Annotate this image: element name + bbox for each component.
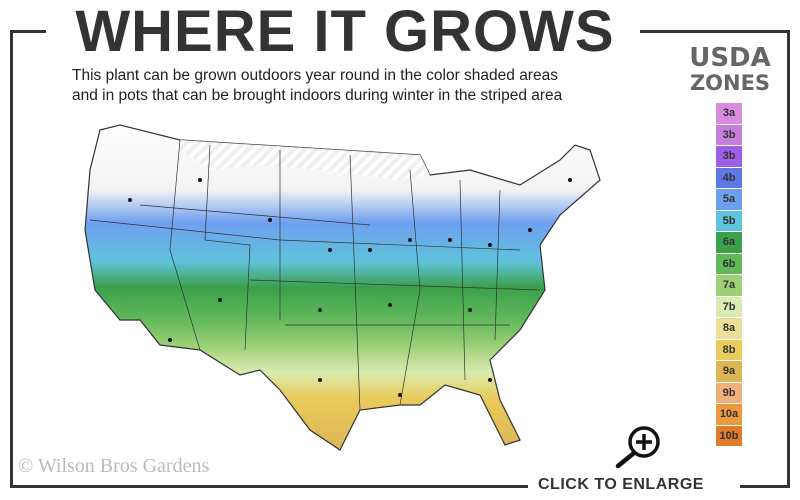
legend-zone-9a: 9a [716,361,742,382]
copyright-watermark: © Wilson Bros Gardens [18,455,210,477]
legend-zone-5a: 5a [716,189,742,210]
legend-title: USDA ZONES [676,44,784,94]
legend-zone-8a: 8a [716,318,742,339]
click-to-enlarge-button[interactable]: CLICK TO ENLARGE [520,420,740,500]
subtitle-line-2: and in pots that can be brought indoors … [72,87,563,104]
legend-zone-6b: 6b [716,253,742,274]
zoom-in-icon[interactable] [612,424,664,470]
frame-bottom-left [10,485,528,488]
legend-zone-7a: 7a [716,275,742,296]
legend-zone-4b: 4b [716,167,742,188]
frame-bottom-right [740,485,790,488]
page-title: WHERE IT GROWS [75,0,615,64]
legend-zone-6a: 6a [716,232,742,253]
frame-top-right [640,30,790,33]
legend-zone-3a: 3a [716,103,742,124]
subtitle-line-1: This plant can be grown outdoors year ro… [72,67,558,84]
usda-zone-map[interactable] [70,110,610,455]
frame-left [10,30,13,488]
striped-area [180,140,430,180]
frame-right [787,30,790,488]
state-borders [89,139,541,411]
legend-zone-10a: 10a [716,404,742,425]
legend-title-line-2: ZONES [689,71,771,95]
subtitle: This plant can be grown outdoors year ro… [72,66,652,106]
legend-zone-9b: 9b [716,382,742,403]
legend-zone-8b: 8b [716,339,742,360]
legend-zone-5b: 5b [716,210,742,231]
city-markers [128,178,572,397]
us-outline [84,124,601,451]
legend-zone-3b: 3b [716,146,742,167]
zone-legend: 3a 3b 3b 4b 5a 5b 6a 6b 7a 7b 8a 8b 9a 9b 10a 10b [716,103,742,447]
legend-title-line-1: USDA [689,43,771,73]
legend-zone-3b: 3b [716,124,742,145]
enlarge-label: CLICK TO ENLARGE [538,476,704,493]
legend-zone-7b: 7b [716,296,742,317]
legend-zone-10b: 10b [716,425,742,446]
frame-top-left [10,30,46,33]
